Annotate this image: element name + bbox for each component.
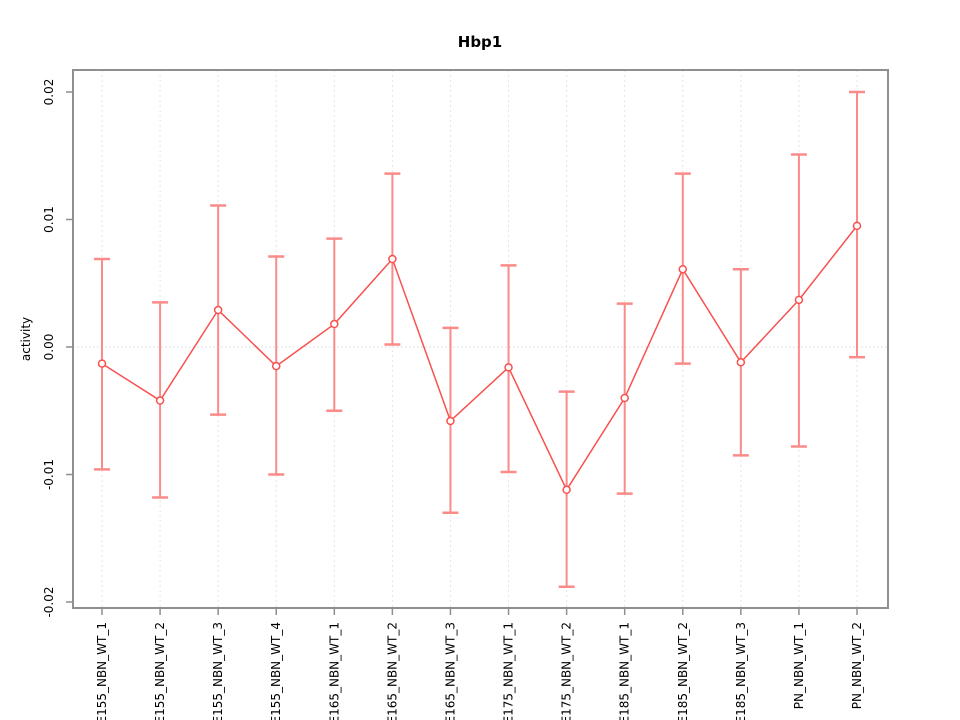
chart-title: Hbp1 [458,33,502,51]
data-point-marker [504,363,513,372]
y-tick-label: -0.02 [42,586,56,617]
data-point-marker [446,416,455,426]
data-point-marker [736,358,746,367]
x-tick-label: E165_NBN_WT_1 [327,622,341,720]
y-tick-label: -0.01 [42,459,56,490]
y-tick-label: 0.01 [42,206,56,233]
data-point-marker [562,485,571,495]
x-tick-label: E165_NBN_WT_3 [443,622,457,720]
data-point-marker [678,264,688,274]
x-tick-label: E175_NBN_WT_2 [560,622,574,720]
x-tick-label: PN_NBN_WT_1 [792,622,806,709]
series-line [101,225,858,492]
x-tick-label: E155_NBN_WT_4 [269,622,283,720]
data-point-marker [620,393,629,403]
plot-frame [72,69,889,609]
y-axis-label: activity [19,317,33,361]
x-tick-label: E185_NBN_WT_1 [618,622,632,720]
y-tick-label: 0.00 [42,334,56,361]
x-tick-label: E155_NBN_WT_3 [211,622,225,720]
x-tick-label: E175_NBN_WT_1 [502,622,516,720]
data-point-marker [97,359,107,368]
data-point-marker [271,361,281,371]
data-point-marker [852,221,862,231]
data-point-marker [388,254,397,264]
x-tick-label: E185_NBN_WT_2 [676,622,690,720]
x-tick-label: E165_NBN_WT_2 [385,622,399,720]
x-tick-label: E155_NBN_WT_1 [95,622,109,720]
data-point-marker [213,305,223,315]
data-point-marker [155,396,165,405]
x-tick-label: E185_NBN_WT_3 [734,622,748,720]
x-tick-label: PN_NBN_WT_2 [850,622,864,709]
plot-area: -0.02 -0.01 0.00 0.01 0.02 E155_NBN_WT_1 E155_… [42,69,889,720]
data-point-marker [330,319,339,329]
data-point-marker [794,295,804,305]
y-tick-label: 0.02 [42,79,56,106]
x-tick-label: E155_NBN_WT_2 [153,622,167,720]
